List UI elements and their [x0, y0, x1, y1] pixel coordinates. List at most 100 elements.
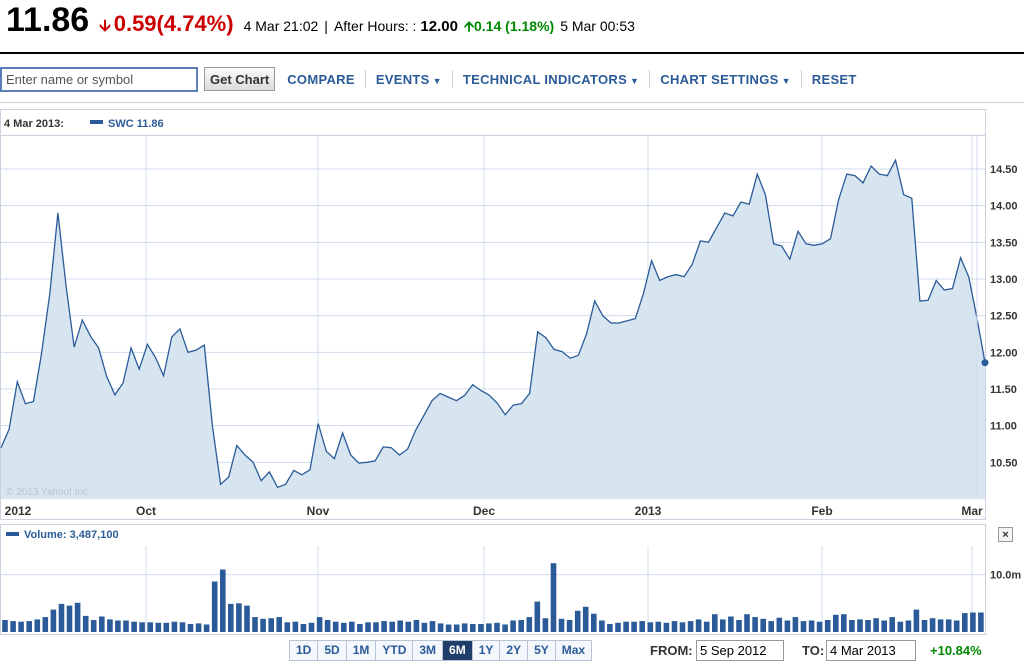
volume-bar: [139, 622, 145, 632]
range-button-5d[interactable]: 5D: [318, 641, 347, 660]
volume-bar: [211, 581, 218, 632]
volume-bar: [929, 618, 936, 632]
volume-bar: [107, 619, 113, 632]
copyright-watermark: © 2013 Yahoo! Inc.: [6, 487, 91, 498]
volume-bar: [324, 620, 331, 632]
events-label: EVENTS: [375, 71, 430, 87]
volume-bar: [292, 621, 299, 632]
range-button-1m[interactable]: 1M: [346, 641, 377, 660]
volume-bar: [921, 620, 928, 632]
y-tick-label: 11.00: [990, 421, 1017, 433]
volume-bar: [381, 621, 387, 632]
range-button-3m[interactable]: 3M: [413, 641, 444, 660]
volume-bar: [195, 623, 202, 632]
toolbar-separator: [649, 70, 651, 88]
legend-box: [0, 109, 986, 136]
range-button-2y[interactable]: 2Y: [500, 641, 529, 660]
x-tick-label: Nov: [307, 504, 330, 518]
volume-bar: [42, 617, 49, 632]
volume-bar: [308, 622, 315, 632]
y-tick-label: 14.50: [990, 164, 1018, 176]
price-line: [0, 158, 986, 489]
volume-bar: [945, 619, 952, 632]
volume-bar: [591, 613, 597, 632]
volume-bar: [131, 621, 137, 632]
volume-bar: [2, 620, 8, 632]
volume-bar: [623, 621, 629, 632]
volume-bar: [574, 610, 581, 632]
volume-bar: [58, 603, 65, 632]
x-tick-label: Oct: [136, 504, 156, 518]
volume-bar: [808, 620, 815, 632]
volume-bar: [857, 619, 863, 632]
y-tick-label: 11.50: [990, 384, 1017, 396]
price-area: [0, 158, 989, 499]
range-button-ytd[interactable]: YTD: [376, 641, 414, 660]
volume-bar: [687, 621, 694, 632]
x-axis-labels: 2012 Oct Nov Dec 2013 Feb Mar: [5, 504, 983, 518]
volume-bar: [220, 569, 226, 632]
volume-bar: [123, 620, 129, 632]
legend-swatch: [90, 120, 103, 124]
technical-indicators-menu[interactable]: TECHNICAL INDICATORS ▼: [453, 72, 649, 87]
volume-bar: [461, 623, 468, 632]
y-tick-label: 12.50: [990, 311, 1018, 323]
volume-bar: [421, 622, 428, 632]
symbol-search-input[interactable]: [0, 66, 198, 92]
volume-bar: [405, 621, 412, 632]
volume-y-axis: 10.0m: [990, 570, 1021, 582]
x-tick-label: 2012: [5, 504, 32, 518]
price-change-value: 0.59(4.74%): [113, 11, 234, 36]
volume-bar: [970, 612, 976, 632]
volume-bar: [663, 622, 670, 632]
svg-text:×: ×: [1002, 529, 1008, 541]
range-button-6m[interactable]: 6M: [443, 641, 473, 660]
events-menu[interactable]: EVENTS ▼: [366, 72, 452, 87]
toolbar-separator: [451, 70, 453, 88]
volume-bar: [905, 620, 912, 632]
volume-bar: [82, 615, 89, 632]
volume-bar: [260, 618, 266, 632]
volume-bar: [115, 620, 121, 632]
volume-bar: [341, 622, 347, 632]
get-chart-button[interactable]: Get Chart: [204, 67, 276, 91]
volume-legend: Volume: 3,487,100: [24, 529, 119, 541]
volume-tick-label: 10.0m: [990, 570, 1021, 582]
reset-button[interactable]: RESET: [811, 71, 857, 87]
x-tick-label: Feb: [811, 504, 832, 518]
volume-bar: [316, 617, 323, 632]
volume-bars: [2, 563, 984, 632]
volume-bar: [720, 619, 726, 632]
range-button-1d[interactable]: 1D: [290, 641, 319, 660]
range-button-max[interactable]: Max: [555, 641, 592, 660]
chart-settings-menu[interactable]: CHART SETTINGS ▼: [650, 72, 801, 87]
after-hours-change: 🡩0.14 (1.18%): [464, 16, 554, 40]
volume-bar: [268, 618, 274, 632]
volume-bar: [833, 614, 839, 632]
volume-bar: [768, 621, 774, 632]
volume-bar: [478, 624, 484, 632]
to-date-input[interactable]: [826, 640, 916, 661]
volume-bar: [550, 563, 557, 632]
volume-bar: [671, 621, 678, 632]
after-hours-time: 5 Mar 00:53: [560, 18, 635, 34]
toolbar-separator: [364, 70, 366, 88]
from-date-input[interactable]: [696, 640, 784, 661]
caret-down-icon: ▼: [432, 75, 442, 86]
volume-bar: [236, 603, 242, 632]
volume-bar: [284, 622, 291, 632]
range-button-5y[interactable]: 5Y: [528, 641, 556, 660]
compare-button[interactable]: COMPARE: [287, 71, 355, 87]
range-change: +10.84%: [930, 643, 982, 658]
volume-panel-frame: [0, 524, 986, 635]
volume-bar: [558, 618, 565, 632]
volume-bar: [615, 622, 621, 632]
volume-bar: [244, 605, 250, 632]
volume-bar: [365, 622, 371, 632]
volume-bar: [34, 619, 41, 632]
close-volume-icon[interactable]: ×: [998, 527, 1013, 542]
volume-bar: [752, 617, 758, 632]
range-button-1y[interactable]: 1Y: [472, 641, 501, 660]
volume-bar: [889, 617, 895, 632]
volume-bar: [631, 621, 637, 632]
